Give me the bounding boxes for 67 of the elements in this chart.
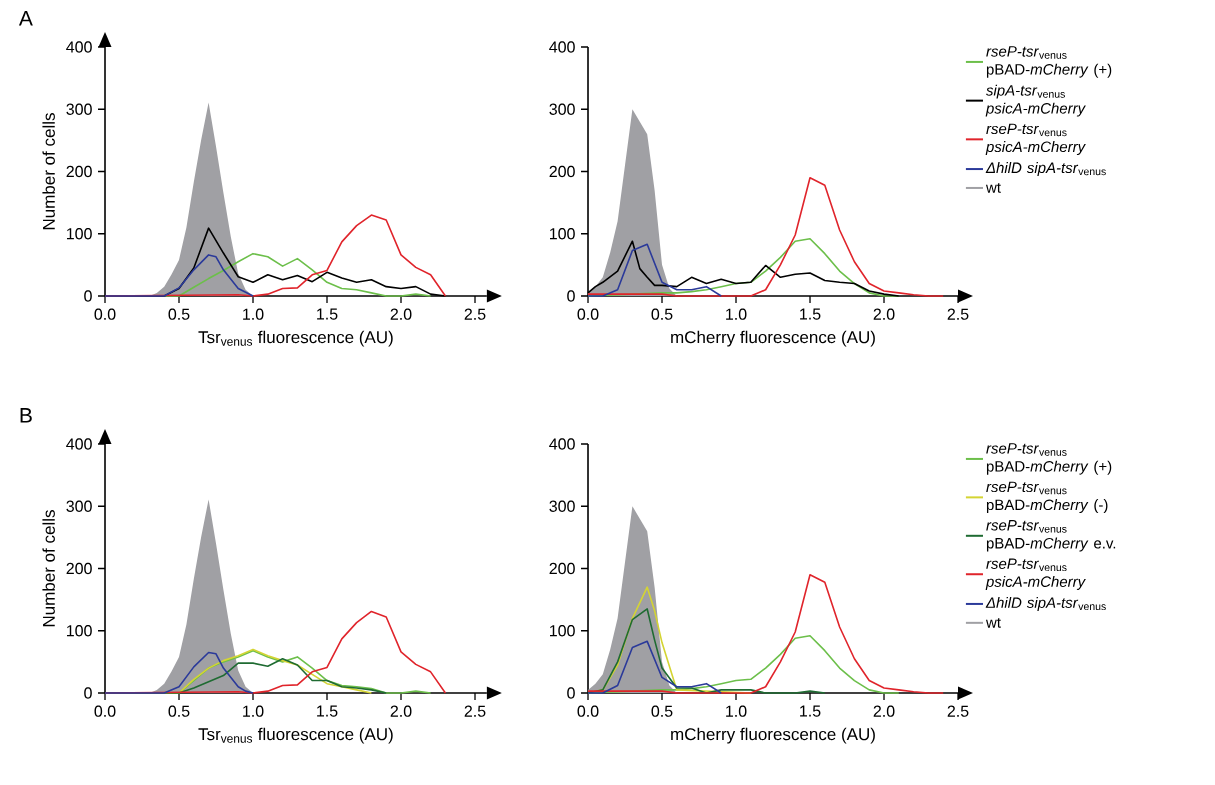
legend-label: rseP-tsr$_{venus}$ pBAD-mCherry e.v. <box>986 520 1116 552</box>
y-axis-title: Number of cells <box>42 113 55 230</box>
legend-label: ΔhilD sipA-tsr$_{venus}$ <box>985 596 1106 611</box>
x-tick-label: 2.5 <box>464 308 486 320</box>
x-tick-label: 2.0 <box>390 308 412 320</box>
x-tick-label: 1.0 <box>726 308 747 320</box>
x-tick-label: 0.5 <box>651 705 673 717</box>
x-axis-title: Tsr$_{venus}$ fluorescence (AU) <box>198 727 393 744</box>
y-tick-label: 300 <box>66 500 92 512</box>
legend-label: rseP-tsr$_{venus}$ psicA-mCherry <box>985 123 1086 156</box>
x-tick-label: 1.5 <box>800 308 821 320</box>
y-tick-label: 400 <box>549 438 575 450</box>
legend-label: rseP-tsr$_{venus}$ psicA-mCherry <box>985 558 1086 590</box>
y-tick-label: 400 <box>549 41 575 53</box>
x-tick-label: 0.0 <box>94 705 116 717</box>
y-tick-label: 200 <box>549 562 575 575</box>
x-tick-label: 1.5 <box>317 705 338 717</box>
y-tick-label: 100 <box>67 228 92 240</box>
y-tick-label: 100 <box>550 625 575 637</box>
x-axis-title: mCherry fluorescence (AU) <box>671 727 875 744</box>
legend-label: wt <box>985 617 1001 628</box>
x-tick-label: 0.0 <box>577 308 599 320</box>
legend-label: ΔhilD sipA-tsr$_{venus}$ <box>985 162 1106 177</box>
chart-title: B <box>20 408 32 423</box>
x-tick-label: 1.0 <box>726 705 747 717</box>
x-tick-label: 2.0 <box>873 705 895 717</box>
y-tick-label: 300 <box>549 500 575 512</box>
y-tick-label: 200 <box>66 165 92 178</box>
x-tick-label: 0.5 <box>168 308 190 320</box>
y-tick-label: 400 <box>66 41 92 53</box>
x-tick-label: 0.5 <box>168 705 190 717</box>
x-tick-label: 1.0 <box>243 308 264 320</box>
x-tick-label: 2.5 <box>464 705 486 717</box>
x-tick-label: 1.0 <box>243 705 264 717</box>
x-axis-title: Tsr$_{venus}$ fluorescence (AU) <box>198 330 393 347</box>
y-tick-label: 400 <box>66 438 92 450</box>
x-tick-label: 0.0 <box>577 705 599 717</box>
x-tick-label: 2.0 <box>873 308 895 320</box>
x-axis-title: mCherry fluorescence (AU) <box>671 330 875 347</box>
y-tick-label: 0 <box>84 687 92 699</box>
y-tick-label: 0 <box>567 687 575 699</box>
legend-label: wt <box>985 183 1001 193</box>
line-series <box>587 573 945 694</box>
line-series <box>104 651 254 694</box>
y-axis-title: Number of cells <box>42 510 55 627</box>
x-tick-label: 0.5 <box>651 308 673 320</box>
y-tick-label: 100 <box>67 625 92 637</box>
y-tick-label: 0 <box>567 290 575 302</box>
x-tick-label: 0.0 <box>94 308 116 320</box>
x-tick-label: 2.5 <box>947 705 969 717</box>
x-tick-label: 1.5 <box>800 705 821 717</box>
y-tick-label: 200 <box>66 562 92 575</box>
x-tick-label: 2.0 <box>390 705 412 717</box>
y-tick-label: 300 <box>549 103 575 115</box>
x-tick-label: 2.5 <box>947 308 969 320</box>
x-tick-label: 1.5 <box>317 308 338 320</box>
chart-title: A <box>18 11 33 26</box>
legend-label: rseP-tsr$_{venus}$ pBAD-mCherry (-) <box>986 481 1108 514</box>
y-tick-label: 100 <box>550 228 575 240</box>
y-tick-label: 0 <box>84 290 92 302</box>
legend-label: rseP-tsr$_{venus}$ pBAD-mCherry (+) <box>986 46 1112 78</box>
line-series <box>104 254 254 297</box>
y-tick-label: 200 <box>549 165 575 178</box>
legend-label: rseP-tsr$_{venus}$ pBAD-mCherry (+) <box>986 443 1112 475</box>
line-series <box>587 243 723 297</box>
y-tick-label: 300 <box>66 103 92 115</box>
line-series <box>587 640 723 694</box>
